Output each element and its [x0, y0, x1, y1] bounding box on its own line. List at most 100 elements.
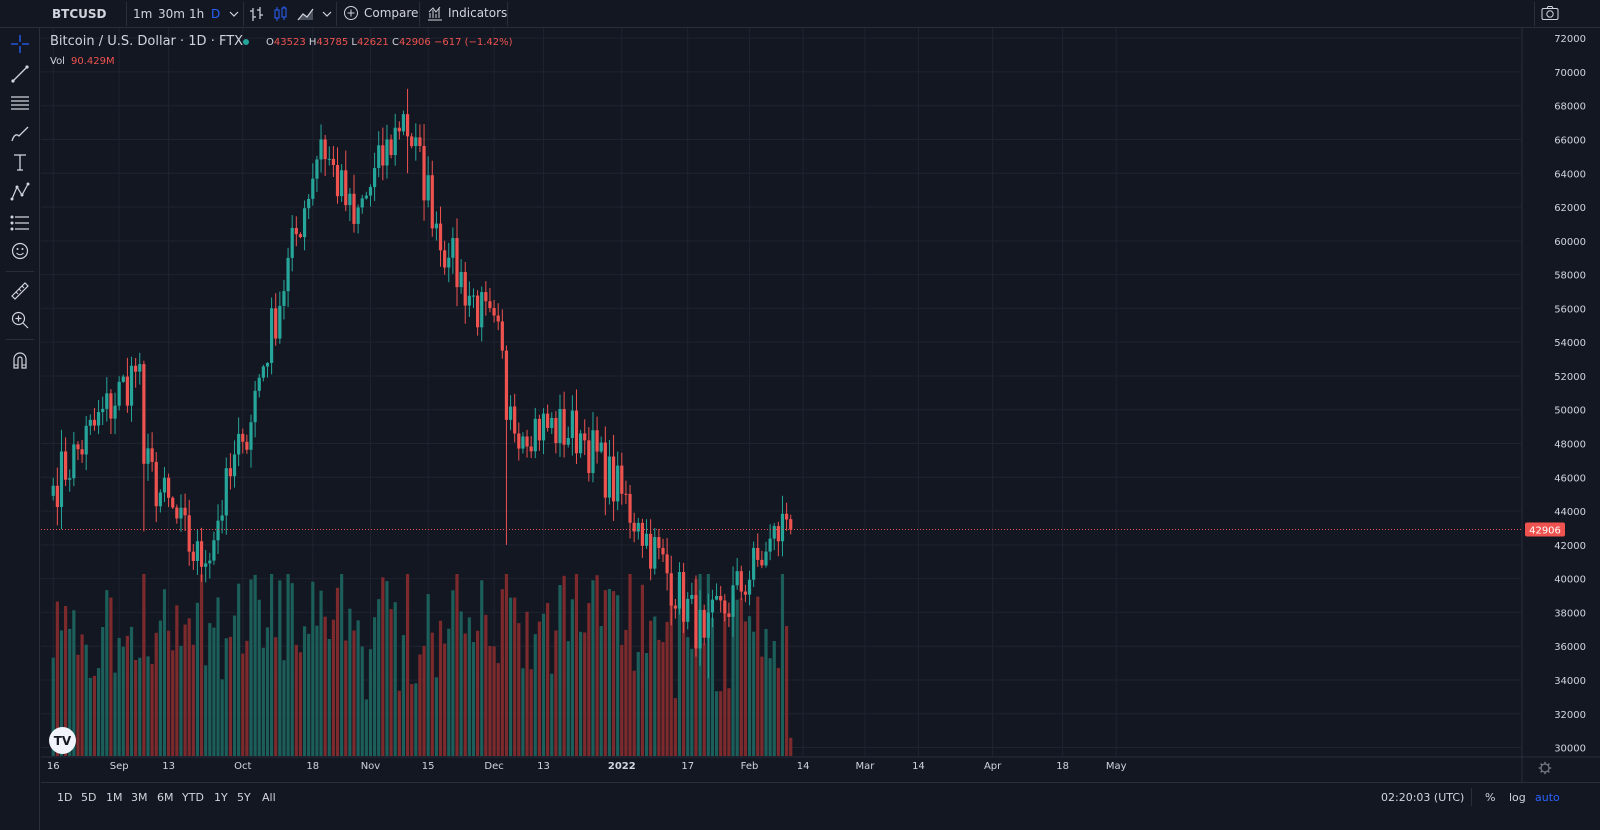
brush-tool[interactable]: [8, 121, 32, 145]
candle-body: [533, 418, 537, 452]
range-5y-button[interactable]: 5Y: [237, 791, 251, 804]
candle-body: [772, 526, 776, 539]
volume-bar: [579, 631, 583, 756]
volume-bar: [113, 672, 117, 756]
price-chart[interactable]: 30000 32000 34000 36000 38000 40000 42000 44000…: [41, 28, 1600, 782]
candle-body: [171, 497, 175, 508]
candle-body: [706, 612, 710, 638]
percent-scale-button[interactable]: %: [1485, 791, 1496, 804]
volume-bar: [517, 623, 521, 756]
utc-clock[interactable]: 02:20:03 (UTC): [1381, 791, 1465, 804]
symbol-search[interactable]: BTCUSD: [52, 7, 107, 21]
forecast-tool[interactable]: [8, 210, 32, 234]
time-tick-label: Mar: [855, 761, 875, 772]
volume-bar: [290, 583, 294, 756]
price-tick-label: 64000: [1554, 169, 1586, 180]
compare-button[interactable]: Compare: [343, 5, 418, 21]
candle-body: [496, 315, 500, 322]
candle-body: [142, 364, 146, 464]
magnet-icon: [13, 352, 27, 369]
tradingview-logo[interactable]: TV: [49, 727, 76, 754]
timeframe-1h-button[interactable]: 1h: [189, 7, 205, 21]
timeframe-1m-button[interactable]: 1m: [133, 7, 153, 21]
volume-bar: [611, 591, 616, 756]
chevron-down-icon[interactable]: [228, 4, 240, 28]
candle-body: [319, 139, 323, 160]
volume-bar: [628, 574, 632, 756]
text-tool[interactable]: [8, 150, 32, 174]
range-1y-button[interactable]: 1Y: [214, 791, 228, 804]
candle-body: [405, 114, 410, 137]
candle-body: [105, 393, 109, 409]
zoom-tool[interactable]: [8, 308, 32, 332]
volume-bar: [727, 688, 731, 756]
candle-body: [245, 441, 249, 450]
candle-style-icon[interactable]: [273, 4, 289, 28]
candle-body: [471, 295, 476, 297]
candle-body: [175, 507, 179, 519]
candle-body: [529, 446, 533, 452]
candle-body: [183, 507, 187, 516]
trend-line-tool[interactable]: [8, 62, 32, 86]
pattern-tool[interactable]: [8, 180, 32, 204]
range-5d-button[interactable]: 5D: [81, 791, 97, 804]
range-1m-button[interactable]: 1M: [106, 791, 123, 804]
candle-body: [430, 175, 434, 229]
range-3m-button[interactable]: 3M: [131, 791, 148, 804]
volume-bar: [591, 580, 595, 756]
ruler-tool[interactable]: [8, 279, 32, 303]
volume-bar: [504, 574, 509, 756]
range-1d-button[interactable]: 1D: [57, 791, 73, 804]
volume-bar: [546, 603, 550, 756]
candle-body: [508, 406, 513, 420]
volume-bar: [455, 574, 459, 756]
bar-style-icon[interactable]: [249, 4, 265, 28]
gear-icon[interactable]: [1538, 761, 1552, 775]
timeframe-30m-button[interactable]: 30m: [158, 7, 185, 21]
candle-body: [657, 537, 661, 548]
timeframe-d-button[interactable]: D: [211, 7, 221, 21]
time-tick-label: 18: [1056, 761, 1069, 772]
volume-bar: [665, 621, 669, 756]
candle-body: [616, 465, 620, 502]
volume-bar: [607, 588, 612, 756]
camera-icon[interactable]: [1541, 5, 1559, 25]
range-ytd-button[interactable]: YTD: [182, 791, 204, 804]
volume-bar: [109, 597, 113, 756]
magnet-tool[interactable]: [8, 348, 32, 372]
candle-body: [418, 137, 422, 146]
volume-bar: [624, 629, 628, 756]
volume-bar: [274, 637, 278, 756]
volume-bar: [599, 626, 603, 756]
candle-body: [274, 308, 278, 339]
crosshair-tool[interactable]: [8, 32, 32, 56]
candle-body: [731, 585, 735, 617]
auto-scale-button[interactable]: auto: [1535, 791, 1560, 804]
price-tick-label: 52000: [1554, 372, 1586, 383]
range-6m-button[interactable]: 6M: [157, 791, 174, 804]
drawing-toolbar: [0, 28, 40, 830]
fib-tool[interactable]: [8, 91, 32, 115]
volume-bar: [220, 679, 224, 756]
candle-body: [179, 507, 183, 519]
volume-bar: [471, 642, 476, 756]
volume-bar: [620, 644, 624, 756]
candle-body: [595, 430, 599, 452]
volume-bar: [616, 595, 620, 756]
range-all-button[interactable]: All: [262, 791, 276, 804]
candle-body: [764, 551, 768, 566]
candle-body: [500, 321, 504, 351]
chevron-down-icon[interactable]: [321, 4, 333, 28]
emoji-tool[interactable]: [8, 239, 32, 263]
log-scale-button[interactable]: log: [1509, 791, 1526, 804]
volume-bar: [154, 632, 158, 756]
volume-bar: [476, 630, 480, 756]
volume-bar: [101, 627, 105, 756]
area-style-icon[interactable]: [297, 4, 315, 28]
change-value: −617 (−1.42%): [433, 37, 513, 48]
time-tick-label: 2022: [608, 761, 636, 772]
candle-body: [550, 417, 554, 428]
candle-body: [55, 485, 59, 507]
price-tick-label: 40000: [1554, 575, 1586, 586]
indicators-button[interactable]: Indicators: [427, 5, 507, 21]
